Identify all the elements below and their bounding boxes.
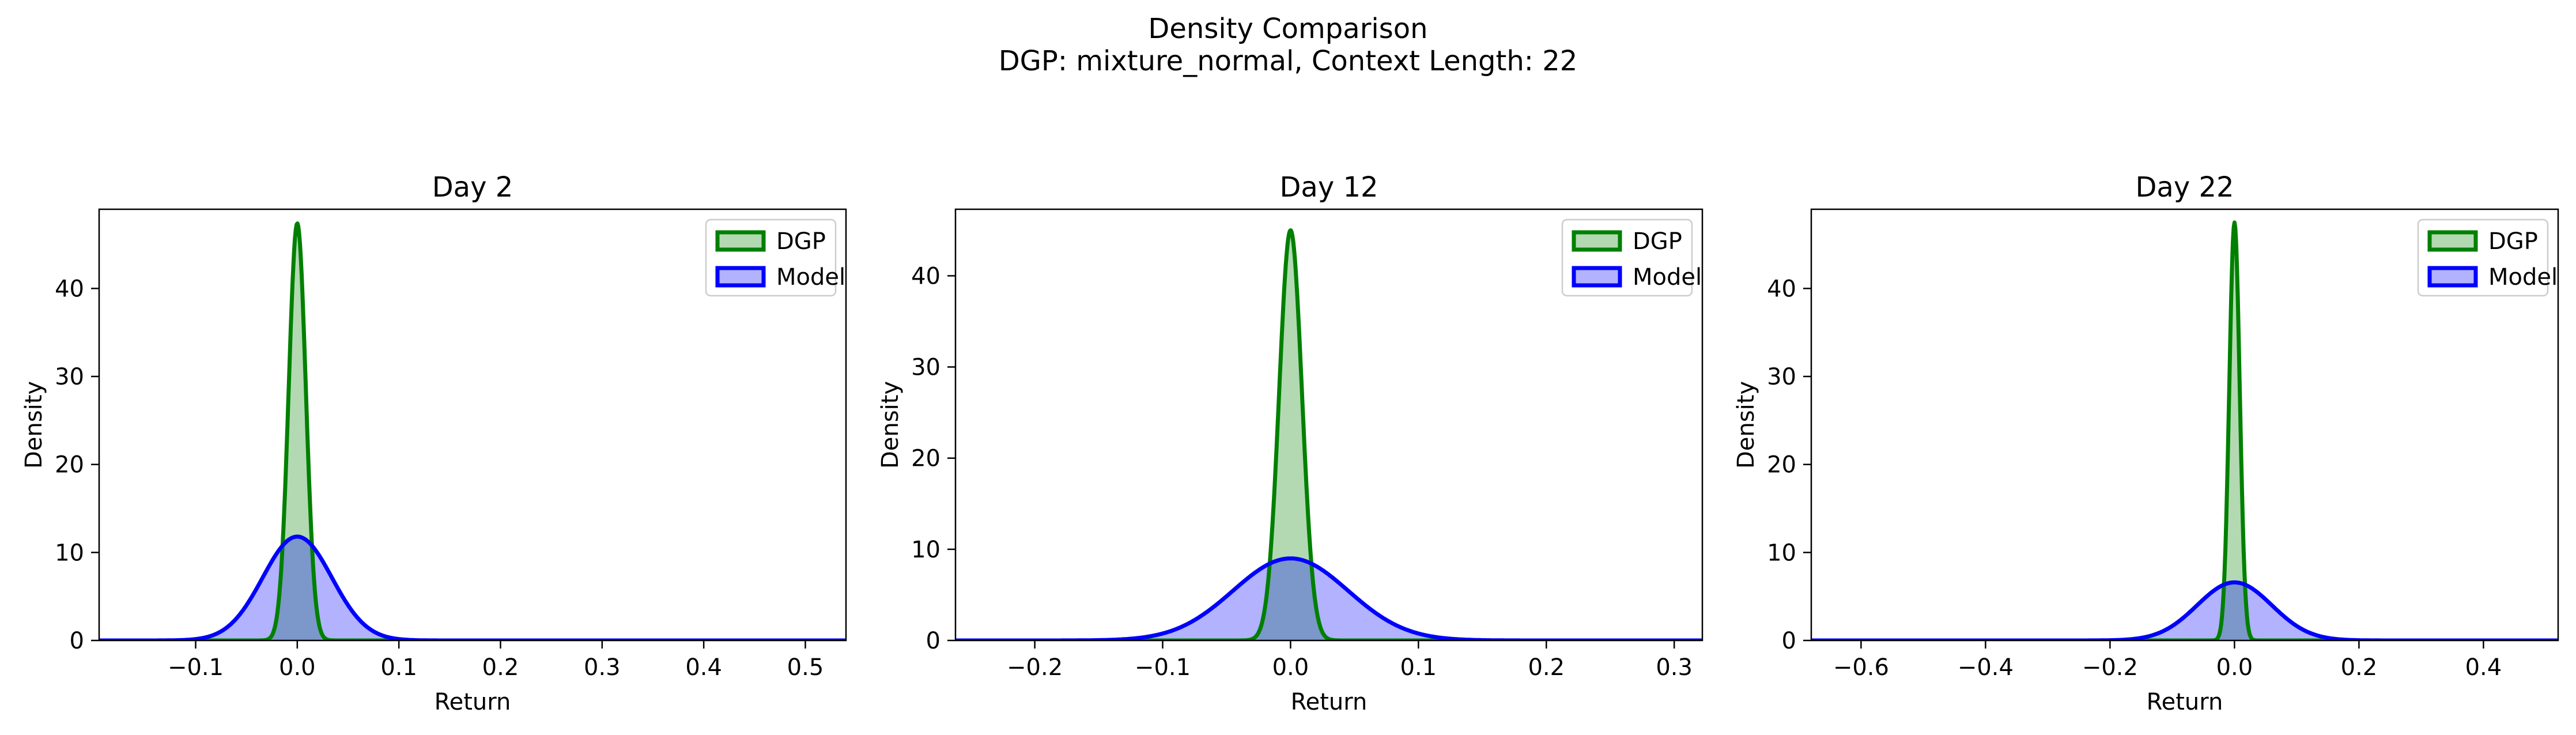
y-tick-label: 10 xyxy=(55,540,84,566)
density-fill-model xyxy=(1811,582,2558,640)
x-tick-label: 0.0 xyxy=(1272,654,1309,681)
x-axis-label: Return xyxy=(435,689,511,715)
legend-label-dgp: DGP xyxy=(776,228,826,255)
legend-swatch-model xyxy=(2427,266,2478,288)
x-tick-label: 0.2 xyxy=(482,654,519,681)
y-axis-label: Density xyxy=(877,381,904,469)
density-line-dgp xyxy=(955,228,1702,640)
y-tick-label: 30 xyxy=(55,364,84,390)
y-axis-label: Density xyxy=(1733,381,1759,469)
legend-label-model: Model xyxy=(2488,264,2558,291)
y-tick-label: 20 xyxy=(1767,452,1796,478)
legend-box xyxy=(705,218,837,297)
x-tick-label: −0.1 xyxy=(1135,654,1191,681)
legend-swatch-dgp xyxy=(715,230,766,252)
density-line-model xyxy=(99,534,846,640)
legend-box xyxy=(1561,218,1693,297)
y-tick-label: 40 xyxy=(1767,276,1796,302)
figure-title: Density Comparison xyxy=(1148,13,1427,45)
x-tick-label: 0.3 xyxy=(584,654,621,681)
legend: DGP Model xyxy=(1561,218,1702,297)
subplot-title: Day 12 xyxy=(1279,171,1378,203)
subplot-title: Day 22 xyxy=(2135,171,2234,203)
y-axis-label: Density xyxy=(21,381,47,469)
x-tick-label: 0.0 xyxy=(2216,654,2253,681)
legend-label-model: Model xyxy=(776,264,845,291)
legend-label-dgp: DGP xyxy=(1633,228,1682,255)
axes-frame xyxy=(98,208,847,642)
legend: DGP Model xyxy=(705,218,845,297)
legend-swatch-dgp xyxy=(2427,230,2478,252)
y-tick-label: 20 xyxy=(55,452,84,478)
figure-subtitle: DGP: mixture_normal, Context Length: 22 xyxy=(999,45,1578,77)
density-fill-model xyxy=(955,558,1702,640)
x-tick-label: −0.4 xyxy=(1958,654,2014,681)
y-tick-label: 20 xyxy=(911,446,940,472)
plot-area xyxy=(1811,220,2558,640)
x-tick-label: 0.0 xyxy=(279,654,316,681)
legend-swatch-dgp xyxy=(1572,230,1622,252)
axes-frame xyxy=(954,208,1704,642)
legend-box xyxy=(2417,218,2549,297)
x-axis-label: Return xyxy=(1291,689,1368,715)
x-tick-label: −0.6 xyxy=(1833,654,1889,681)
y-tick-label: 10 xyxy=(1767,540,1796,566)
legend-swatch-model xyxy=(1572,266,1622,288)
x-axis-label: Return xyxy=(2147,689,2223,715)
density-fill-model xyxy=(99,536,846,640)
y-tick-label: 30 xyxy=(1767,364,1796,390)
x-tick-label: 0.5 xyxy=(787,654,824,681)
density-fill-dgp xyxy=(99,223,846,640)
x-tick-label: 0.2 xyxy=(2341,654,2378,681)
x-tick-label: 0.3 xyxy=(1656,654,1693,681)
axes-frame xyxy=(1810,208,2559,642)
subplot-3: −0.6 −0.4 −0.2 0.0 0.2 0.4 0 10 20 30 40 Day 22 Retu… xyxy=(1733,171,2559,715)
legend: DGP Model xyxy=(2417,218,2558,297)
subplot-title: Day 2 xyxy=(432,171,513,203)
x-tick-label: 0.2 xyxy=(1528,654,1565,681)
legend-label-model: Model xyxy=(1633,264,1702,291)
legend-label-dgp: DGP xyxy=(2488,228,2538,255)
y-tick-label: 40 xyxy=(911,263,940,289)
legend-swatch-model xyxy=(715,266,766,288)
x-tick-label: −0.2 xyxy=(2082,654,2138,681)
subplot-2: −0.2 −0.1 0.0 0.1 0.2 0.3 0 10 20 30 40 Day 12 Retur… xyxy=(877,171,1704,715)
y-tick-label: 0 xyxy=(926,628,940,654)
y-tick-label: 10 xyxy=(911,537,940,563)
subplot-1: −0.1 0.0 0.1 0.2 0.3 0.4 0.5 0 10 20 30 40 Day 2 Retu… xyxy=(21,171,847,715)
y-tick-label: 30 xyxy=(911,355,940,381)
y-tick-label: 40 xyxy=(55,276,84,302)
density-line-model xyxy=(1811,580,2558,640)
x-tick-label: −0.2 xyxy=(1007,654,1063,681)
x-tick-label: 0.4 xyxy=(685,654,722,681)
y-tick-label: 0 xyxy=(70,628,84,654)
x-tick-label: 0.1 xyxy=(1400,654,1437,681)
x-tick-label: 0.4 xyxy=(2465,654,2502,681)
x-tick-label: −0.1 xyxy=(168,654,224,681)
y-tick-label: 0 xyxy=(1782,628,1796,654)
plot-area xyxy=(99,221,846,640)
x-tick-label: 0.1 xyxy=(380,654,417,681)
